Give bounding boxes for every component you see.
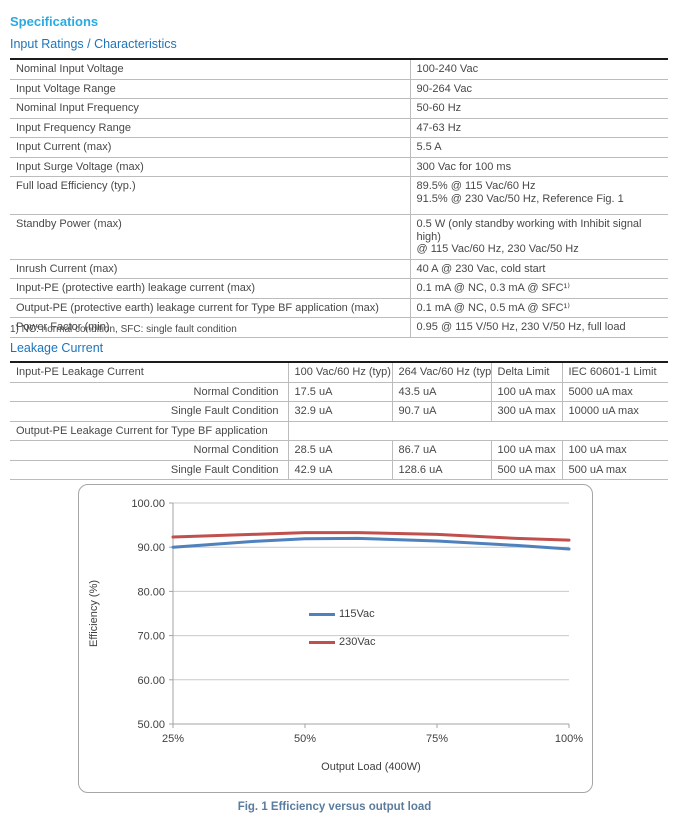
legend-item-230vac: 230Vac: [309, 636, 376, 648]
spec-label: Power Factor (min): [10, 317, 410, 338]
spec-value: 300 Vac for 100 ms: [409, 157, 668, 177]
page-title: Specifications: [10, 14, 99, 29]
table-row: Input Surge Voltage (max) 300 Vac for 100…: [10, 157, 668, 177]
spec-label: Input Surge Voltage (max): [10, 157, 410, 177]
y-tick-label: 100.00: [131, 498, 165, 510]
condition-label: Normal Condition: [10, 440, 288, 461]
spec-label: Output-PE (protective earth) leakage cur…: [10, 298, 410, 318]
condition-label: Single Fault Condition: [10, 460, 288, 480]
cell-value: 5000 uA max: [561, 382, 668, 402]
x-tick-label: 100%: [555, 733, 583, 745]
spec-label: Full load Efficiency (typ.): [10, 176, 410, 215]
spec-value: 0.5 W (only standby working with Inhibit…: [409, 214, 668, 260]
table-row: Single Fault Condition 32.9 uA 90.7 uA 3…: [10, 401, 668, 422]
cell-value: 100 uA max: [490, 440, 562, 461]
leakage-current-table: Input-PE Leakage Current 100 Vac/60 Hz (…: [10, 361, 668, 480]
y-tick-label: 60.00: [137, 675, 165, 687]
legend-swatch-230vac: [309, 640, 335, 644]
cell-value: 300 uA max: [490, 401, 562, 422]
table-header-row: Input-PE Leakage Current 100 Vac/60 Hz (…: [10, 362, 668, 383]
table-row: Full load Efficiency (typ.) 89.5% @ 115 V…: [10, 176, 668, 215]
y-axis-title: Efficiency (%): [88, 580, 100, 647]
y-tick-label: 70.00: [137, 631, 165, 643]
y-tick-label: 90.00: [137, 542, 165, 554]
efficiency-chart: 100.00 90.00 80.00 70.00 60.00 50.00 25% 50% 75%…: [78, 484, 593, 793]
table-row: Input Frequency Range 47-63 Hz: [10, 118, 668, 138]
section-heading-input-ratings: Input Ratings / Characteristics: [10, 37, 177, 51]
column-header: Delta Limit: [490, 362, 562, 383]
spec-value: 0.1 mA @ NC, 0.3 mA @ SFC¹⁾: [409, 278, 668, 299]
table-section-row: Output-PE Leakage Current for Type BF ap…: [10, 421, 668, 441]
condition-label: Single Fault Condition: [10, 401, 288, 422]
column-header: Input-PE Leakage Current: [10, 362, 288, 383]
column-header: IEC 60601-1 Limit: [561, 362, 668, 383]
spec-label: Nominal Input Frequency: [10, 98, 410, 119]
cell-value: 100 uA max: [490, 382, 562, 402]
cell-value: 28.5 uA: [287, 440, 392, 461]
table-row: Nominal Input Voltage 100-240 Vac: [10, 59, 668, 80]
table-row: Input Voltage Range 90-264 Vac: [10, 79, 668, 99]
table-row: Nominal Input Frequency 50-60 Hz: [10, 98, 668, 119]
spec-value: 47-63 Hz: [409, 118, 668, 138]
cell-value: 90.7 uA: [391, 401, 491, 422]
empty-cell: [287, 421, 668, 441]
legend-item-115vac: 115Vac: [309, 608, 375, 620]
table-row: Input-PE (protective earth) leakage curr…: [10, 278, 668, 299]
column-header: 264 Vac/60 Hz (typ): [391, 362, 491, 383]
column-header: 100 Vac/60 Hz (typ): [287, 362, 392, 383]
table-row: Output-PE (protective earth) leakage cur…: [10, 298, 668, 318]
spec-label: Nominal Input Voltage: [10, 59, 410, 80]
cell-value: 17.5 uA: [287, 382, 392, 402]
spec-label: Standby Power (max): [10, 214, 410, 260]
table-row: Input Current (max) 5.5 A: [10, 137, 668, 158]
cell-value: 32.9 uA: [287, 401, 392, 422]
spec-value: 40 A @ 230 Vac, cold start: [409, 259, 668, 279]
table-row: Power Factor (min) 0.95 @ 115 V/50 Hz, 23…: [10, 317, 668, 338]
section-row-label: Output-PE Leakage Current for Type BF ap…: [10, 421, 288, 441]
legend-label: 230Vac: [339, 636, 376, 648]
cell-value: 43.5 uA: [391, 382, 491, 402]
table-row: Normal Condition 17.5 uA 43.5 uA 100 uA …: [10, 382, 668, 402]
table-row: Normal Condition 28.5 uA 86.7 uA 100 uA …: [10, 440, 668, 461]
spec-value: 0.1 mA @ NC, 0.5 mA @ SFC¹⁾: [409, 298, 668, 318]
spec-label: Input Frequency Range: [10, 118, 410, 138]
cell-value: 86.7 uA: [391, 440, 491, 461]
spec-value: 5.5 A: [409, 137, 668, 158]
efficiency-chart-canvas: 100.00 90.00 80.00 70.00 60.00 50.00 25% 50% 75%…: [88, 498, 583, 773]
x-tick-label: 25%: [162, 733, 184, 745]
series-line-230vac: [171, 531, 571, 542]
cell-value: 42.9 uA: [287, 460, 392, 480]
y-tick-label: 50.00: [137, 719, 165, 731]
spec-value: 50-60 Hz: [409, 98, 668, 119]
spec-value: 90-264 Vac: [409, 79, 668, 99]
cell-value: 500 uA max: [490, 460, 562, 480]
input-ratings-table: Nominal Input Voltage 100-240 Vac Input V…: [10, 58, 668, 338]
table-row: Single Fault Condition 42.9 uA 128.6 uA …: [10, 460, 668, 480]
spec-label: Input Voltage Range: [10, 79, 410, 99]
series-line-115vac: [171, 536, 571, 551]
cell-value: 10000 uA max: [561, 401, 668, 422]
spec-label: Input-PE (protective earth) leakage curr…: [10, 278, 410, 299]
spec-value: 89.5% @ 115 Vac/60 Hz 91.5% @ 230 Vac/50…: [409, 176, 668, 215]
cell-value: 500 uA max: [561, 460, 668, 480]
table-footnote: 1) NC: normal condition, SFC: single fau…: [10, 324, 237, 335]
spec-label: Input Current (max): [10, 137, 410, 158]
legend-label: 115Vac: [339, 608, 375, 620]
condition-label: Normal Condition: [10, 382, 288, 402]
x-tick-label: 50%: [294, 733, 316, 745]
spec-value: 100-240 Vac: [409, 59, 668, 80]
legend-swatch-115vac: [309, 612, 335, 616]
spec-value: 0.95 @ 115 V/50 Hz, 230 V/50 Hz, full lo…: [409, 317, 668, 338]
cell-value: 100 uA max: [561, 440, 668, 461]
x-tick-label: 75%: [426, 733, 448, 745]
cell-value: 128.6 uA: [391, 460, 491, 480]
x-axis-title: Output Load (400W): [321, 761, 421, 773]
section-heading-leakage-current: Leakage Current: [10, 341, 104, 355]
figure-caption: Fig. 1 Efficiency versus output load: [237, 801, 432, 813]
spec-label: Inrush Current (max): [10, 259, 410, 279]
table-row: Standby Power (max) 0.5 W (only standby w…: [10, 214, 668, 260]
y-tick-label: 80.00: [137, 586, 165, 598]
table-row: Inrush Current (max) 40 A @ 230 Vac, cold…: [10, 259, 668, 279]
